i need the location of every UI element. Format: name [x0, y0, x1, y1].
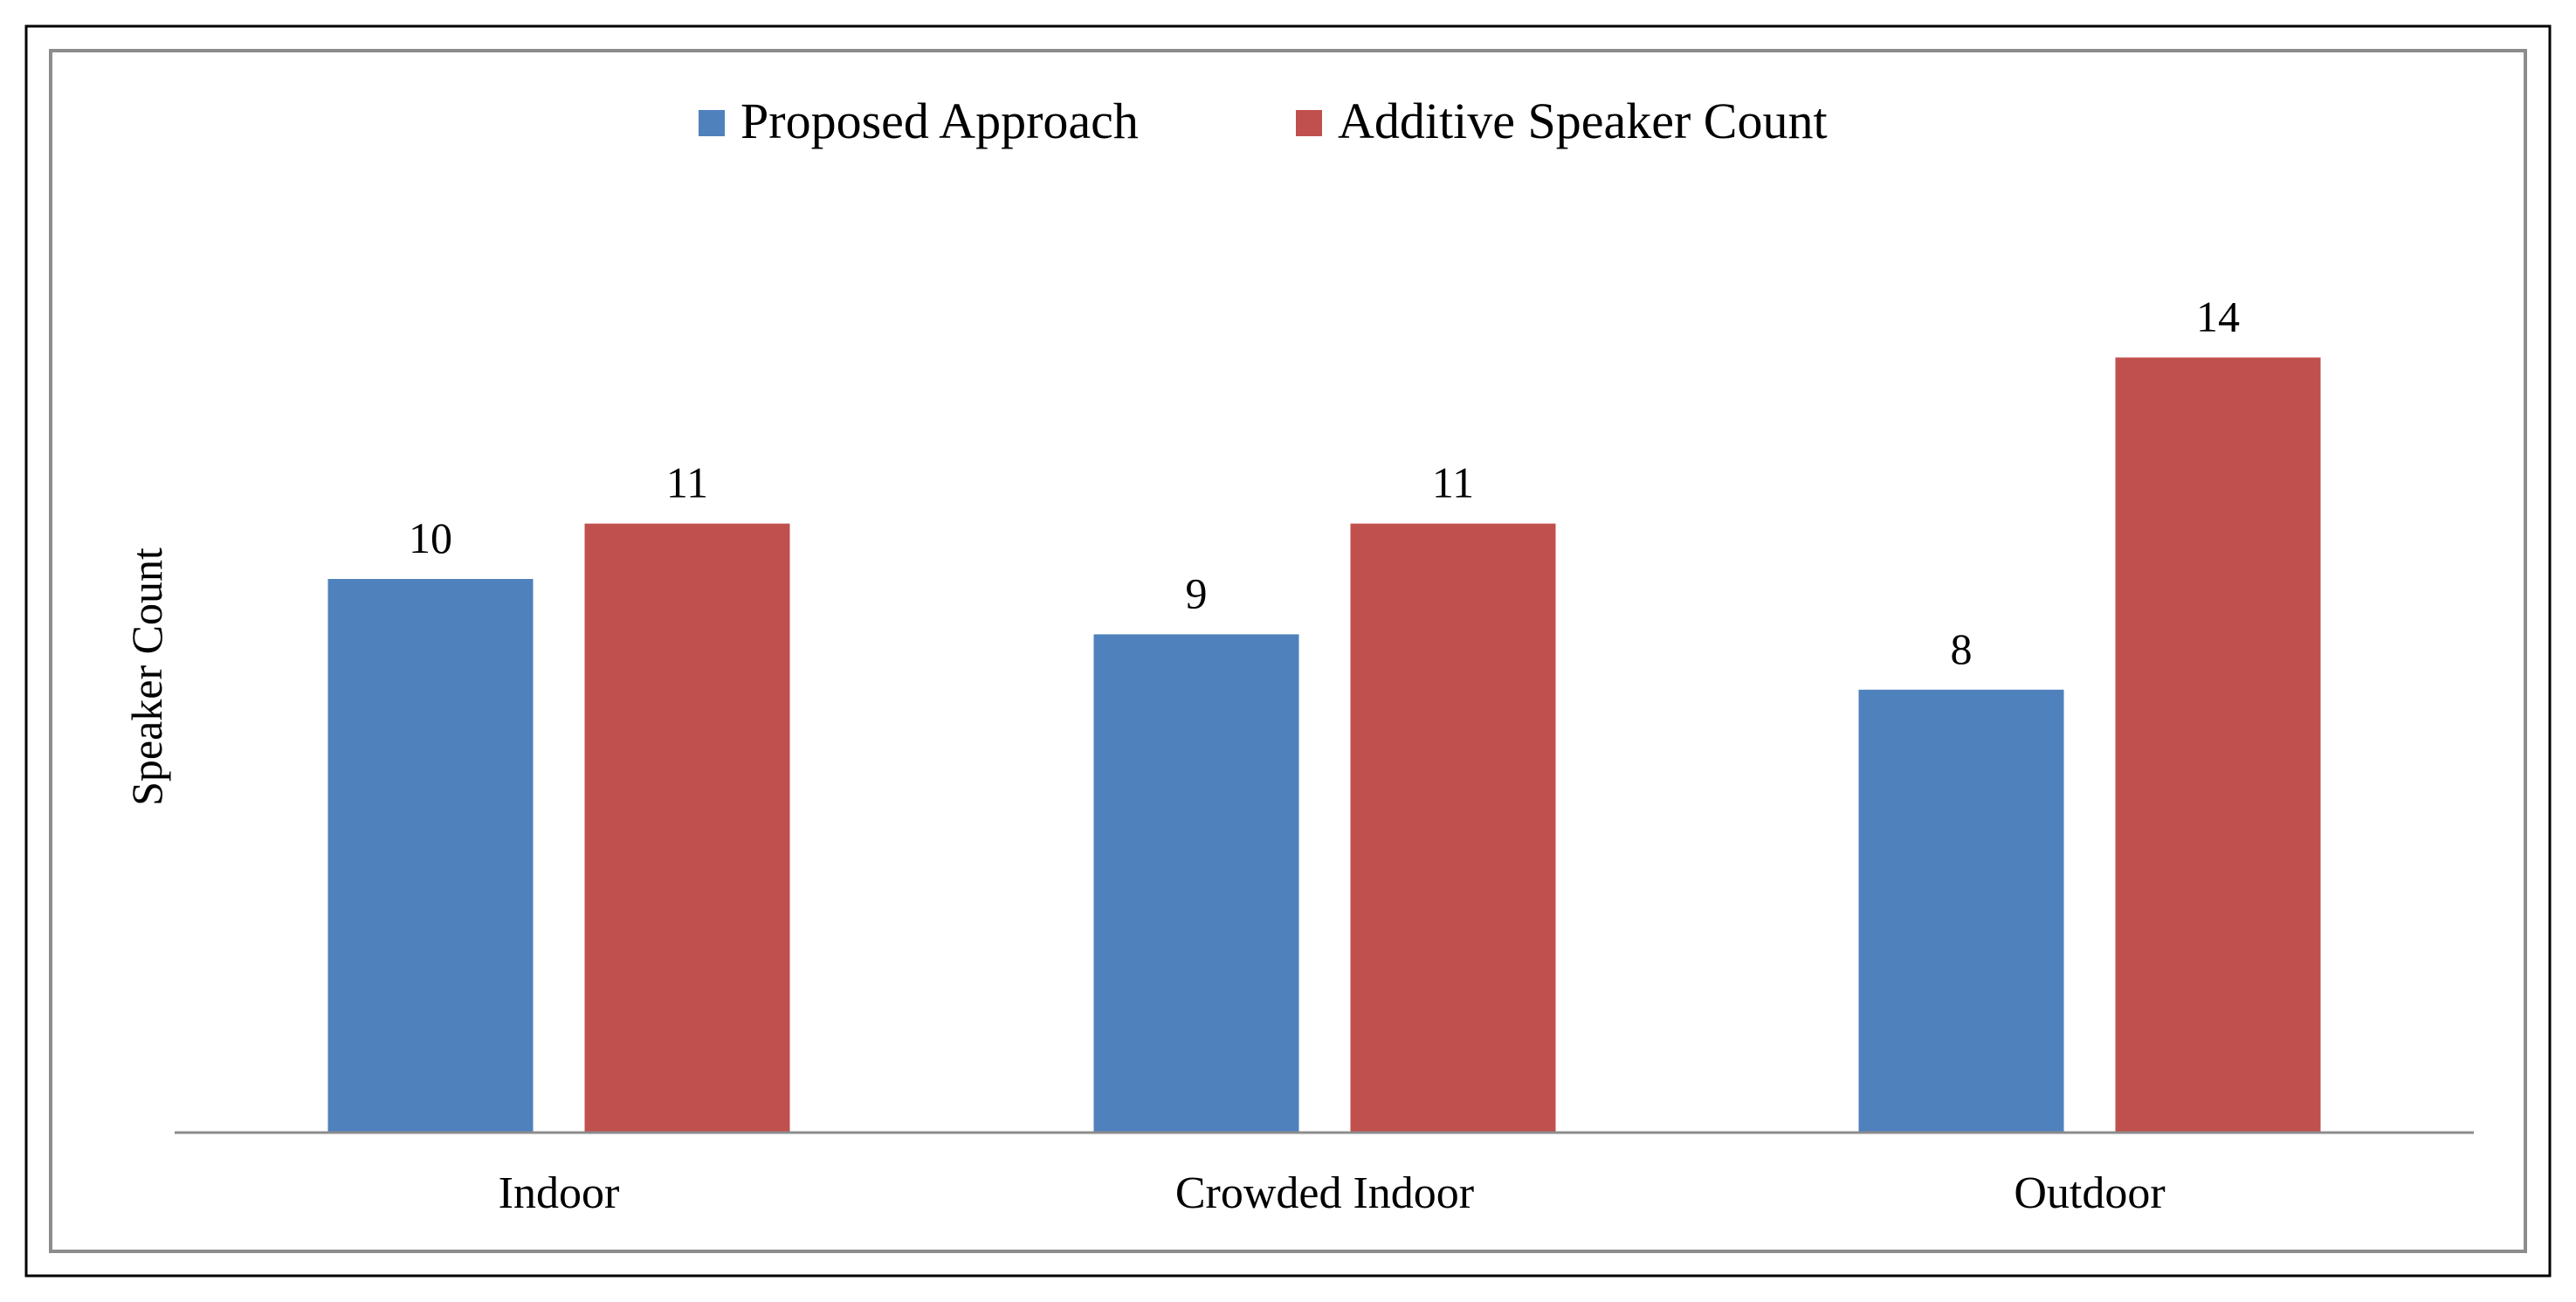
y-axis-label: Speaker Count	[122, 548, 171, 806]
data-label: 14	[2196, 292, 2240, 341]
legend-label: Additive Speaker Count	[1338, 93, 1828, 149]
bar-proposed-outdoor	[1858, 689, 2064, 1133]
data-label: 8	[1951, 624, 1973, 673]
bars-layer	[327, 357, 2321, 1133]
data-labels-layer: 10 11 9 11 8 14	[409, 292, 2240, 672]
bar-additive-indoor	[584, 523, 790, 1133]
bar-proposed-crowded-indoor	[1093, 634, 1299, 1133]
legend-swatch	[699, 110, 725, 136]
data-label: 11	[666, 458, 708, 507]
data-label: 9	[1186, 568, 1208, 617]
x-tick-label: Indoor	[499, 1168, 620, 1218]
data-label: 11	[1432, 458, 1474, 507]
legend: Proposed Approach Additive Speaker Count	[699, 93, 1828, 149]
x-tick-labels: Indoor Crowded Indoor Outdoor	[499, 1168, 2166, 1218]
x-tick-label: Crowded Indoor	[1175, 1168, 1474, 1218]
x-tick-label: Outdoor	[2014, 1168, 2165, 1218]
data-label: 10	[409, 513, 452, 562]
bar-additive-outdoor	[2115, 357, 2321, 1133]
bar-additive-crowded-indoor	[1350, 523, 1556, 1133]
bar-proposed-indoor	[327, 579, 534, 1133]
legend-label: Proposed Approach	[740, 93, 1139, 149]
legend-swatch	[1296, 110, 1322, 136]
